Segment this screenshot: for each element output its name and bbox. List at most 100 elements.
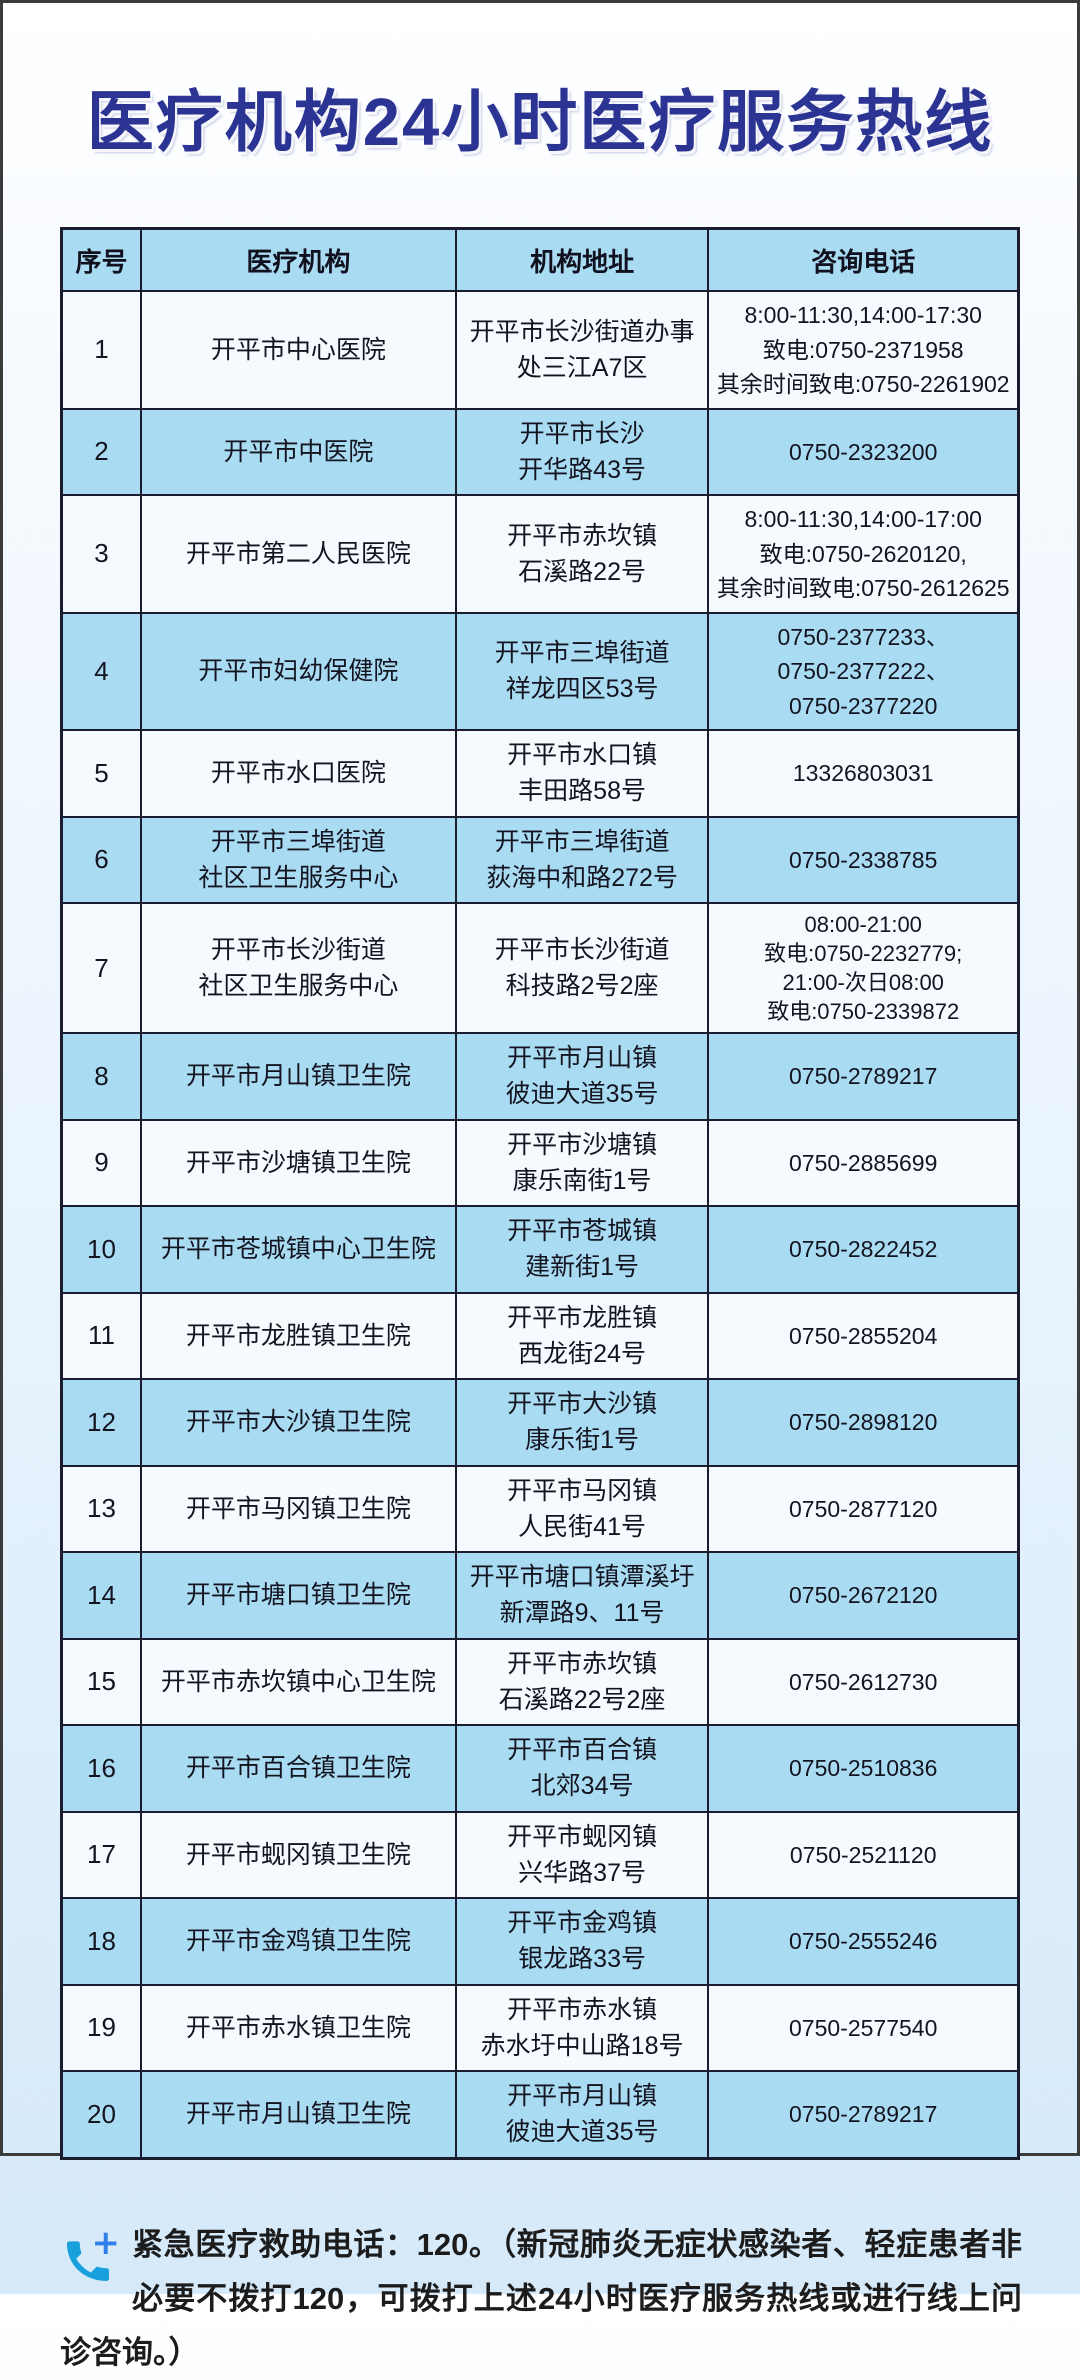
institution-address: 开平市月山镇 彼迪大道35号 [454,2070,710,2160]
row-index: 10 [60,1205,142,1294]
table-row: 3 开平市第二人民医院 开平市赤坎镇 石溪路22号 8:00-11:30,14:00-… [60,494,1020,614]
institution-name: 开平市金鸡镇卫生院 [139,1897,457,1986]
table-row: 15 开平市赤坎镇中心卫生院 开平市赤坎镇 石溪路22号2座 0750-2612730 [60,1637,1020,1727]
institution-name: 开平市赤水镇卫生院 [139,1983,457,2073]
header-phone: 咨询电话 [707,227,1020,292]
row-index: 17 [60,1810,142,1900]
header-index: 序号 [60,227,142,292]
poster: 医疗机构24小时医疗服务热线 序号 医疗机构 机构地址 咨询电话 1 开平市中心医… [60,85,1022,2370]
row-index: 12 [60,1378,142,1467]
row-index: 13 [60,1464,142,1554]
emergency-note: + 紧急医疗救助电话：120。（新冠肺炎无症状感染者、轻症患者非必要不拨打120… [60,2218,1022,2380]
institution-name: 开平市月山镇卫生院 [139,2070,457,2160]
table-row: 10 开平市苍城镇中心卫生院 开平市苍城镇 建新街1号 0750-2822452 [60,1205,1020,1294]
institution-phone: 0750-2672120 [707,1551,1020,1640]
institution-name: 开平市月山镇卫生院 [139,1032,457,1121]
row-index: 3 [60,494,142,614]
table-row: 14 开平市塘口镇卫生院 开平市塘口镇潭溪圩 新潭路9、11号 0750-267212… [60,1551,1020,1640]
row-index: 14 [60,1551,142,1640]
institution-address: 开平市马冈镇 人民街41号 [454,1464,710,1554]
row-index: 5 [60,729,142,818]
institution-name: 开平市百合镇卫生院 [139,1724,457,1813]
institution-phone: 0750-2877120 [707,1464,1020,1554]
table-row: 18 开平市金鸡镇卫生院 开平市金鸡镇 银龙路33号 0750-2555246 [60,1897,1020,1986]
table-row: 8 开平市月山镇卫生院 开平市月山镇 彼迪大道35号 0750-2789217 [60,1032,1020,1121]
institution-phone: 0750-2510836 [707,1724,1020,1813]
institution-address: 开平市月山镇 彼迪大道35号 [454,1032,710,1121]
institution-name: 开平市马冈镇卫生院 [139,1464,457,1554]
institution-phone: 0750-2377233、 0750-2377222、 0750-2377220 [707,611,1020,731]
institution-address: 开平市三埠街道 荻海中和路272号 [454,815,710,904]
institution-name: 开平市蚬冈镇卫生院 [139,1810,457,1900]
institution-address: 开平市百合镇 北郊34号 [454,1724,710,1813]
institution-name: 开平市苍城镇中心卫生院 [139,1205,457,1294]
row-index: 4 [60,611,142,731]
table-row: 7 开平市长沙街道 社区卫生服务中心 开平市长沙街道 科技路2号2座 08:00-21… [60,901,1020,1035]
institution-name: 开平市赤坎镇中心卫生院 [139,1637,457,1727]
header-institution: 医疗机构 [139,227,457,292]
row-index: 20 [60,2070,142,2160]
table-header-row: 序号 医疗机构 机构地址 咨询电话 [60,227,1020,292]
institution-phone: 0750-2898120 [707,1378,1020,1467]
institution-name: 开平市塘口镇卫生院 [139,1551,457,1640]
row-index: 18 [60,1897,142,1986]
institution-phone: 0750-2577540 [707,1983,1020,2073]
row-index: 16 [60,1724,142,1813]
institution-name: 开平市中心医院 [139,290,457,410]
row-index: 9 [60,1118,142,1208]
row-index: 8 [60,1032,142,1121]
table-row: 13 开平市马冈镇卫生院 开平市马冈镇 人民街41号 0750-2877120 [60,1464,1020,1554]
institution-phone: 0750-2338785 [707,815,1020,904]
table-row: 12 开平市大沙镇卫生院 开平市大沙镇 康乐街1号 0750-2898120 [60,1378,1020,1467]
row-index: 6 [60,815,142,904]
institution-name: 开平市第二人民医院 [139,494,457,614]
table-row: 4 开平市妇幼保健院 开平市三埠街道 祥龙四区53号 0750-2377233、 07… [60,611,1020,731]
institution-address: 开平市长沙街道办事 处三江A7区 [454,290,710,410]
institution-name: 开平市水口医院 [139,729,457,818]
institution-phone: 0750-2855204 [707,1291,1020,1381]
institution-name: 开平市大沙镇卫生院 [139,1378,457,1467]
hotline-table: 序号 医疗机构 机构地址 咨询电话 1 开平市中心医院 开平市长沙街道办事 处三江A… [60,227,1020,2160]
institution-phone: 8:00-11:30,14:00-17:30 致电:0750-2371958 其… [707,290,1020,410]
row-index: 19 [60,1983,142,2073]
institution-address: 开平市蚬冈镇 兴华路37号 [454,1810,710,1900]
institution-name: 开平市妇幼保健院 [139,611,457,731]
table-row: 2 开平市中医院 开平市长沙 开华路43号 0750-2323200 [60,407,1020,496]
table-row: 11 开平市龙胜镇卫生院 开平市龙胜镇 西龙街24号 0750-2855204 [60,1291,1020,1381]
row-index: 2 [60,407,142,496]
institution-phone: 08:00-21:00 致电:0750-2232779; 21:00-次日08:… [707,901,1020,1035]
institution-name: 开平市长沙街道 社区卫生服务中心 [139,901,457,1035]
institution-name: 开平市龙胜镇卫生院 [139,1291,457,1381]
institution-address: 开平市长沙 开华路43号 [454,407,710,496]
institution-phone: 0750-2789217 [707,2070,1020,2160]
phone-plus-icon: + [60,2220,122,2294]
table-row: 17 开平市蚬冈镇卫生院 开平市蚬冈镇 兴华路37号 0750-2521120 [60,1810,1020,1900]
institution-phone: 0750-2521120 [707,1810,1020,1900]
table-row: 1 开平市中心医院 开平市长沙街道办事 处三江A7区 8:00-11:30,14:00… [60,290,1020,410]
table-row: 16 开平市百合镇卫生院 开平市百合镇 北郊34号 0750-2510836 [60,1724,1020,1813]
table-row: 9 开平市沙塘镇卫生院 开平市沙塘镇 康乐南街1号 0750-2885699 [60,1118,1020,1208]
institution-phone: 0750-2612730 [707,1637,1020,1727]
institution-address: 开平市龙胜镇 西龙街24号 [454,1291,710,1381]
institution-name: 开平市三埠街道 社区卫生服务中心 [139,815,457,904]
row-index: 1 [60,290,142,410]
institution-address: 开平市赤水镇 赤水圩中山路18号 [454,1983,710,2073]
table-row: 19 开平市赤水镇卫生院 开平市赤水镇 赤水圩中山路18号 0750-2577540 [60,1983,1020,2073]
institution-phone: 0750-2323200 [707,407,1020,496]
page-title: 医疗机构24小时医疗服务热线 [86,85,994,160]
institution-name: 开平市沙塘镇卫生院 [139,1118,457,1208]
institution-address: 开平市金鸡镇 银龙路33号 [454,1897,710,1986]
institution-phone: 13326803031 [707,729,1020,818]
institution-address: 开平市水口镇 丰田路58号 [454,729,710,818]
institution-phone: 0750-2885699 [707,1118,1020,1208]
header-address: 机构地址 [454,227,710,292]
institution-name: 开平市中医院 [139,407,457,496]
institution-address: 开平市赤坎镇 石溪路22号2座 [454,1637,710,1727]
institution-address: 开平市长沙街道 科技路2号2座 [454,901,710,1035]
institution-address: 开平市沙塘镇 康乐南街1号 [454,1118,710,1208]
institution-phone: 0750-2822452 [707,1205,1020,1294]
institution-address: 开平市赤坎镇 石溪路22号 [454,494,710,614]
institution-address: 开平市三埠街道 祥龙四区53号 [454,611,710,731]
emergency-phone-text: 紧急医疗救助电话：120。 [132,2226,501,2262]
row-index: 15 [60,1637,142,1727]
